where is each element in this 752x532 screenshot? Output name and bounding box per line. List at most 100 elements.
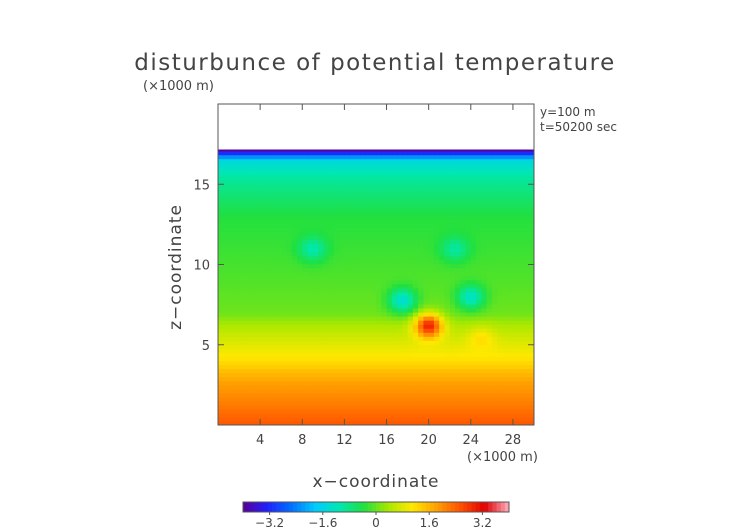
field-cell [349, 408, 356, 414]
field-cell [444, 388, 451, 394]
field-cell [465, 348, 472, 353]
field-cell [218, 239, 224, 244]
field-cell [370, 311, 377, 317]
field-cell [455, 348, 461, 353]
field-cell [286, 223, 293, 228]
field-cell [233, 259, 240, 265]
field-cell [518, 243, 525, 249]
field-cell [497, 396, 503, 402]
field-cell [481, 404, 488, 410]
field-cell [223, 211, 230, 216]
field-cell [265, 344, 272, 349]
field-cell [391, 227, 398, 232]
field-cell [470, 259, 477, 265]
field-cell [323, 388, 330, 394]
field-cell [518, 295, 525, 301]
field-cell [365, 372, 372, 378]
field-cell [323, 299, 330, 305]
field-cell [312, 207, 319, 212]
field-cell [244, 364, 251, 370]
field-cell [260, 235, 266, 240]
field-cell [502, 287, 509, 293]
field-cell [323, 267, 330, 273]
field-cell [491, 295, 498, 301]
field-cell [239, 311, 245, 317]
field-cell [328, 239, 335, 244]
field-cell [244, 295, 251, 301]
field-cell [528, 215, 534, 220]
field-cell [297, 396, 303, 402]
field-cell [312, 368, 319, 374]
field-cell [402, 368, 409, 374]
field-cell [260, 295, 266, 301]
field-cell [370, 340, 377, 345]
field-cell [476, 154, 482, 160]
field-cell [376, 299, 382, 305]
field-cell [339, 332, 345, 337]
field-cell [265, 186, 272, 192]
field-cell [381, 198, 388, 204]
field-cell [449, 263, 456, 269]
field-cell [307, 243, 314, 249]
field-cell [460, 340, 467, 345]
field-cell [407, 275, 414, 281]
field-cell [307, 368, 314, 374]
field-cell [497, 291, 503, 297]
field-cell [376, 166, 382, 172]
field-cell [518, 360, 525, 366]
field-cell [318, 400, 324, 406]
field-cell [328, 396, 335, 402]
field-cell [391, 307, 398, 313]
field-cell [312, 384, 319, 390]
field-cell [423, 299, 430, 305]
field-cell [318, 186, 324, 192]
field-cell [323, 324, 330, 329]
colorbar-segment [479, 502, 485, 512]
field-cell [444, 303, 451, 309]
field-cell [349, 150, 356, 156]
field-cell [412, 235, 419, 240]
field-cell [354, 178, 361, 184]
field-cell [428, 162, 435, 168]
field-cell [349, 295, 356, 301]
field-cell [286, 340, 293, 345]
field-cell [433, 420, 440, 425]
field-cell [365, 307, 372, 313]
field-cell [486, 311, 493, 317]
field-cell [233, 287, 240, 293]
field-cell [265, 384, 272, 390]
field-cell [260, 158, 266, 164]
field-cell [397, 207, 403, 212]
field-cell [418, 295, 424, 301]
field-cell [223, 166, 230, 172]
field-cell [318, 404, 324, 410]
field-cell [360, 243, 367, 249]
field-cell [302, 166, 309, 172]
field-cell [265, 416, 272, 422]
field-cell [291, 243, 298, 249]
field-cell [349, 412, 356, 418]
field-cell [386, 360, 393, 366]
field-cell [497, 316, 503, 321]
field-cell [455, 231, 461, 236]
field-cell [275, 376, 282, 382]
field-cell [397, 198, 403, 204]
field-cell [455, 219, 461, 224]
field-cell [412, 412, 419, 418]
field-cell [460, 408, 467, 414]
field-cell [265, 380, 272, 386]
field-cell [223, 219, 230, 224]
field-cell [275, 364, 282, 370]
field-cell [223, 360, 230, 366]
field-cell [370, 198, 377, 204]
field-cell [223, 328, 230, 333]
field-cell [407, 251, 414, 257]
field-cell [270, 412, 277, 418]
field-cell [360, 372, 367, 378]
field-cell [412, 243, 419, 249]
field-cell [260, 186, 266, 192]
field-cell [444, 247, 451, 253]
field-cell [418, 267, 424, 273]
field-cell [318, 150, 324, 156]
field-cell [312, 388, 319, 394]
